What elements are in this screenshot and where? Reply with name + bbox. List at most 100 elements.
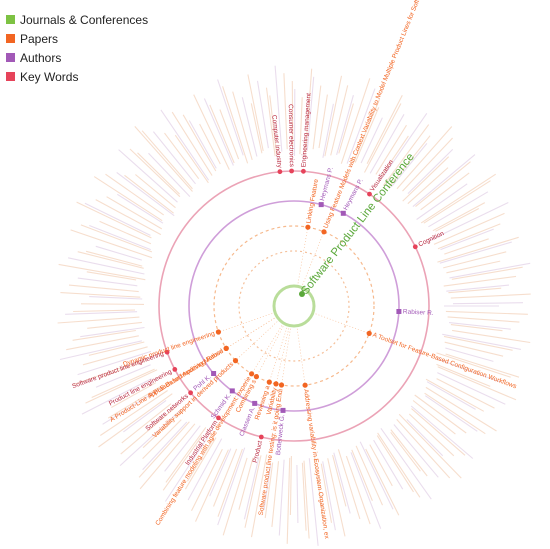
fringe-stroke [187, 438, 223, 501]
paper-label: A Toolset for Feature-Based Configuratio… [372, 332, 518, 391]
journal-paper-link [257, 323, 285, 376]
paper-node[interactable] [321, 229, 327, 235]
fringe-stroke [396, 419, 451, 479]
fringe-stroke [393, 424, 439, 478]
fringe-stroke [327, 458, 346, 537]
fringe-stroke [184, 437, 217, 490]
fringe-stroke [119, 409, 182, 467]
fringe-stroke [86, 271, 137, 281]
fringe-stroke [99, 220, 152, 245]
author-node[interactable] [318, 202, 324, 208]
author-node[interactable] [229, 388, 235, 394]
paper-node[interactable] [249, 371, 255, 377]
fringe-stroke [199, 123, 221, 165]
fringe-stroke [187, 438, 214, 482]
author-node[interactable] [340, 210, 346, 216]
fringe-stroke [322, 461, 336, 531]
fringe-stroke [369, 114, 405, 174]
author-node[interactable] [396, 309, 402, 314]
fringe-stroke [57, 316, 140, 324]
fringe-stroke [390, 431, 421, 472]
legend-item-authors: Authors [6, 48, 148, 67]
fringe-stroke [95, 364, 151, 388]
fringe-stroke [446, 284, 510, 292]
fringe-stroke [98, 393, 173, 448]
fringe-stroke [381, 135, 409, 177]
fringe-stroke [308, 458, 319, 546]
fringe-stroke [299, 97, 303, 155]
fringe-stroke [359, 441, 394, 510]
keyword-node[interactable] [289, 168, 294, 174]
fringe-stroke [407, 149, 454, 194]
fringe-stroke [416, 183, 468, 220]
paper-node[interactable] [305, 224, 311, 230]
paper-node[interactable] [273, 381, 279, 387]
fringe-stroke [85, 250, 143, 267]
node-layer [164, 168, 418, 440]
fringe-stroke [124, 174, 174, 214]
author-node[interactable] [211, 371, 217, 376]
fringe-stroke [436, 352, 511, 378]
fringe-stroke [269, 95, 278, 155]
fringe-stroke [263, 464, 272, 510]
fringe-stroke [271, 461, 280, 527]
fringe-stroke [95, 199, 162, 236]
legend-label-keywords: Key Words [20, 69, 79, 84]
fringe-stroke [445, 347, 494, 362]
fringe-stroke [410, 405, 474, 459]
fringe-stroke [120, 406, 177, 455]
fringe-stroke [437, 372, 506, 405]
journal-paper-link [297, 229, 308, 287]
fringe-stroke [121, 403, 172, 444]
paper-node[interactable] [302, 382, 308, 388]
fringe-stroke [142, 421, 188, 471]
legend: Journals & Conferences Papers Authors Ke… [6, 10, 148, 86]
fringe-stroke [59, 340, 143, 361]
author-node[interactable] [280, 407, 286, 413]
fringe-stroke [286, 457, 291, 544]
paper-node[interactable] [215, 329, 221, 335]
fringe-stroke [406, 419, 444, 457]
fringe-stroke [89, 224, 151, 251]
fringe-stroke [437, 223, 501, 250]
paper-node[interactable] [278, 382, 285, 388]
author-ring [188, 200, 400, 412]
legend-swatch-keywords [6, 72, 15, 81]
fringe-stroke [70, 229, 153, 259]
keyword-node[interactable] [412, 244, 418, 250]
keyword-node[interactable] [164, 349, 170, 355]
fringe-stroke [443, 275, 517, 287]
keyword-node[interactable] [172, 367, 178, 372]
fringe-stroke [182, 114, 217, 172]
fringe-stroke [87, 321, 142, 329]
fringe-stroke [135, 174, 176, 209]
keyword-node[interactable] [216, 415, 221, 421]
fringe-stroke [369, 444, 393, 487]
fringe-stroke [420, 173, 497, 224]
author-label: Rabiser R. [403, 308, 434, 317]
fringe-stroke [345, 455, 371, 525]
fringe-stroke [451, 266, 523, 280]
legend-label-papers: Papers [20, 31, 59, 46]
keyword-node[interactable] [367, 191, 372, 197]
fringe-stroke [217, 447, 246, 526]
fringe-stroke [106, 196, 163, 230]
paper-node[interactable] [366, 330, 372, 336]
paper-node[interactable] [232, 358, 239, 364]
fringe-stroke [322, 103, 334, 158]
paper-node[interactable] [266, 379, 272, 385]
keyword-node[interactable] [188, 390, 194, 396]
paper-node[interactable] [253, 374, 259, 380]
journal-node[interactable] [299, 291, 305, 297]
keyword-node[interactable] [301, 168, 306, 174]
paper-node[interactable] [223, 345, 229, 351]
fringe-stroke [217, 448, 243, 517]
legend-label-journals: Journals & Conferences [20, 12, 149, 27]
fringe-stroke [148, 152, 191, 197]
keyword-node[interactable] [258, 434, 264, 440]
fringe-stroke [449, 322, 511, 330]
fringe-stroke [448, 287, 502, 294]
keyword-node[interactable] [277, 169, 283, 175]
author-node[interactable] [252, 400, 258, 406]
fringe-stroke [283, 73, 288, 150]
